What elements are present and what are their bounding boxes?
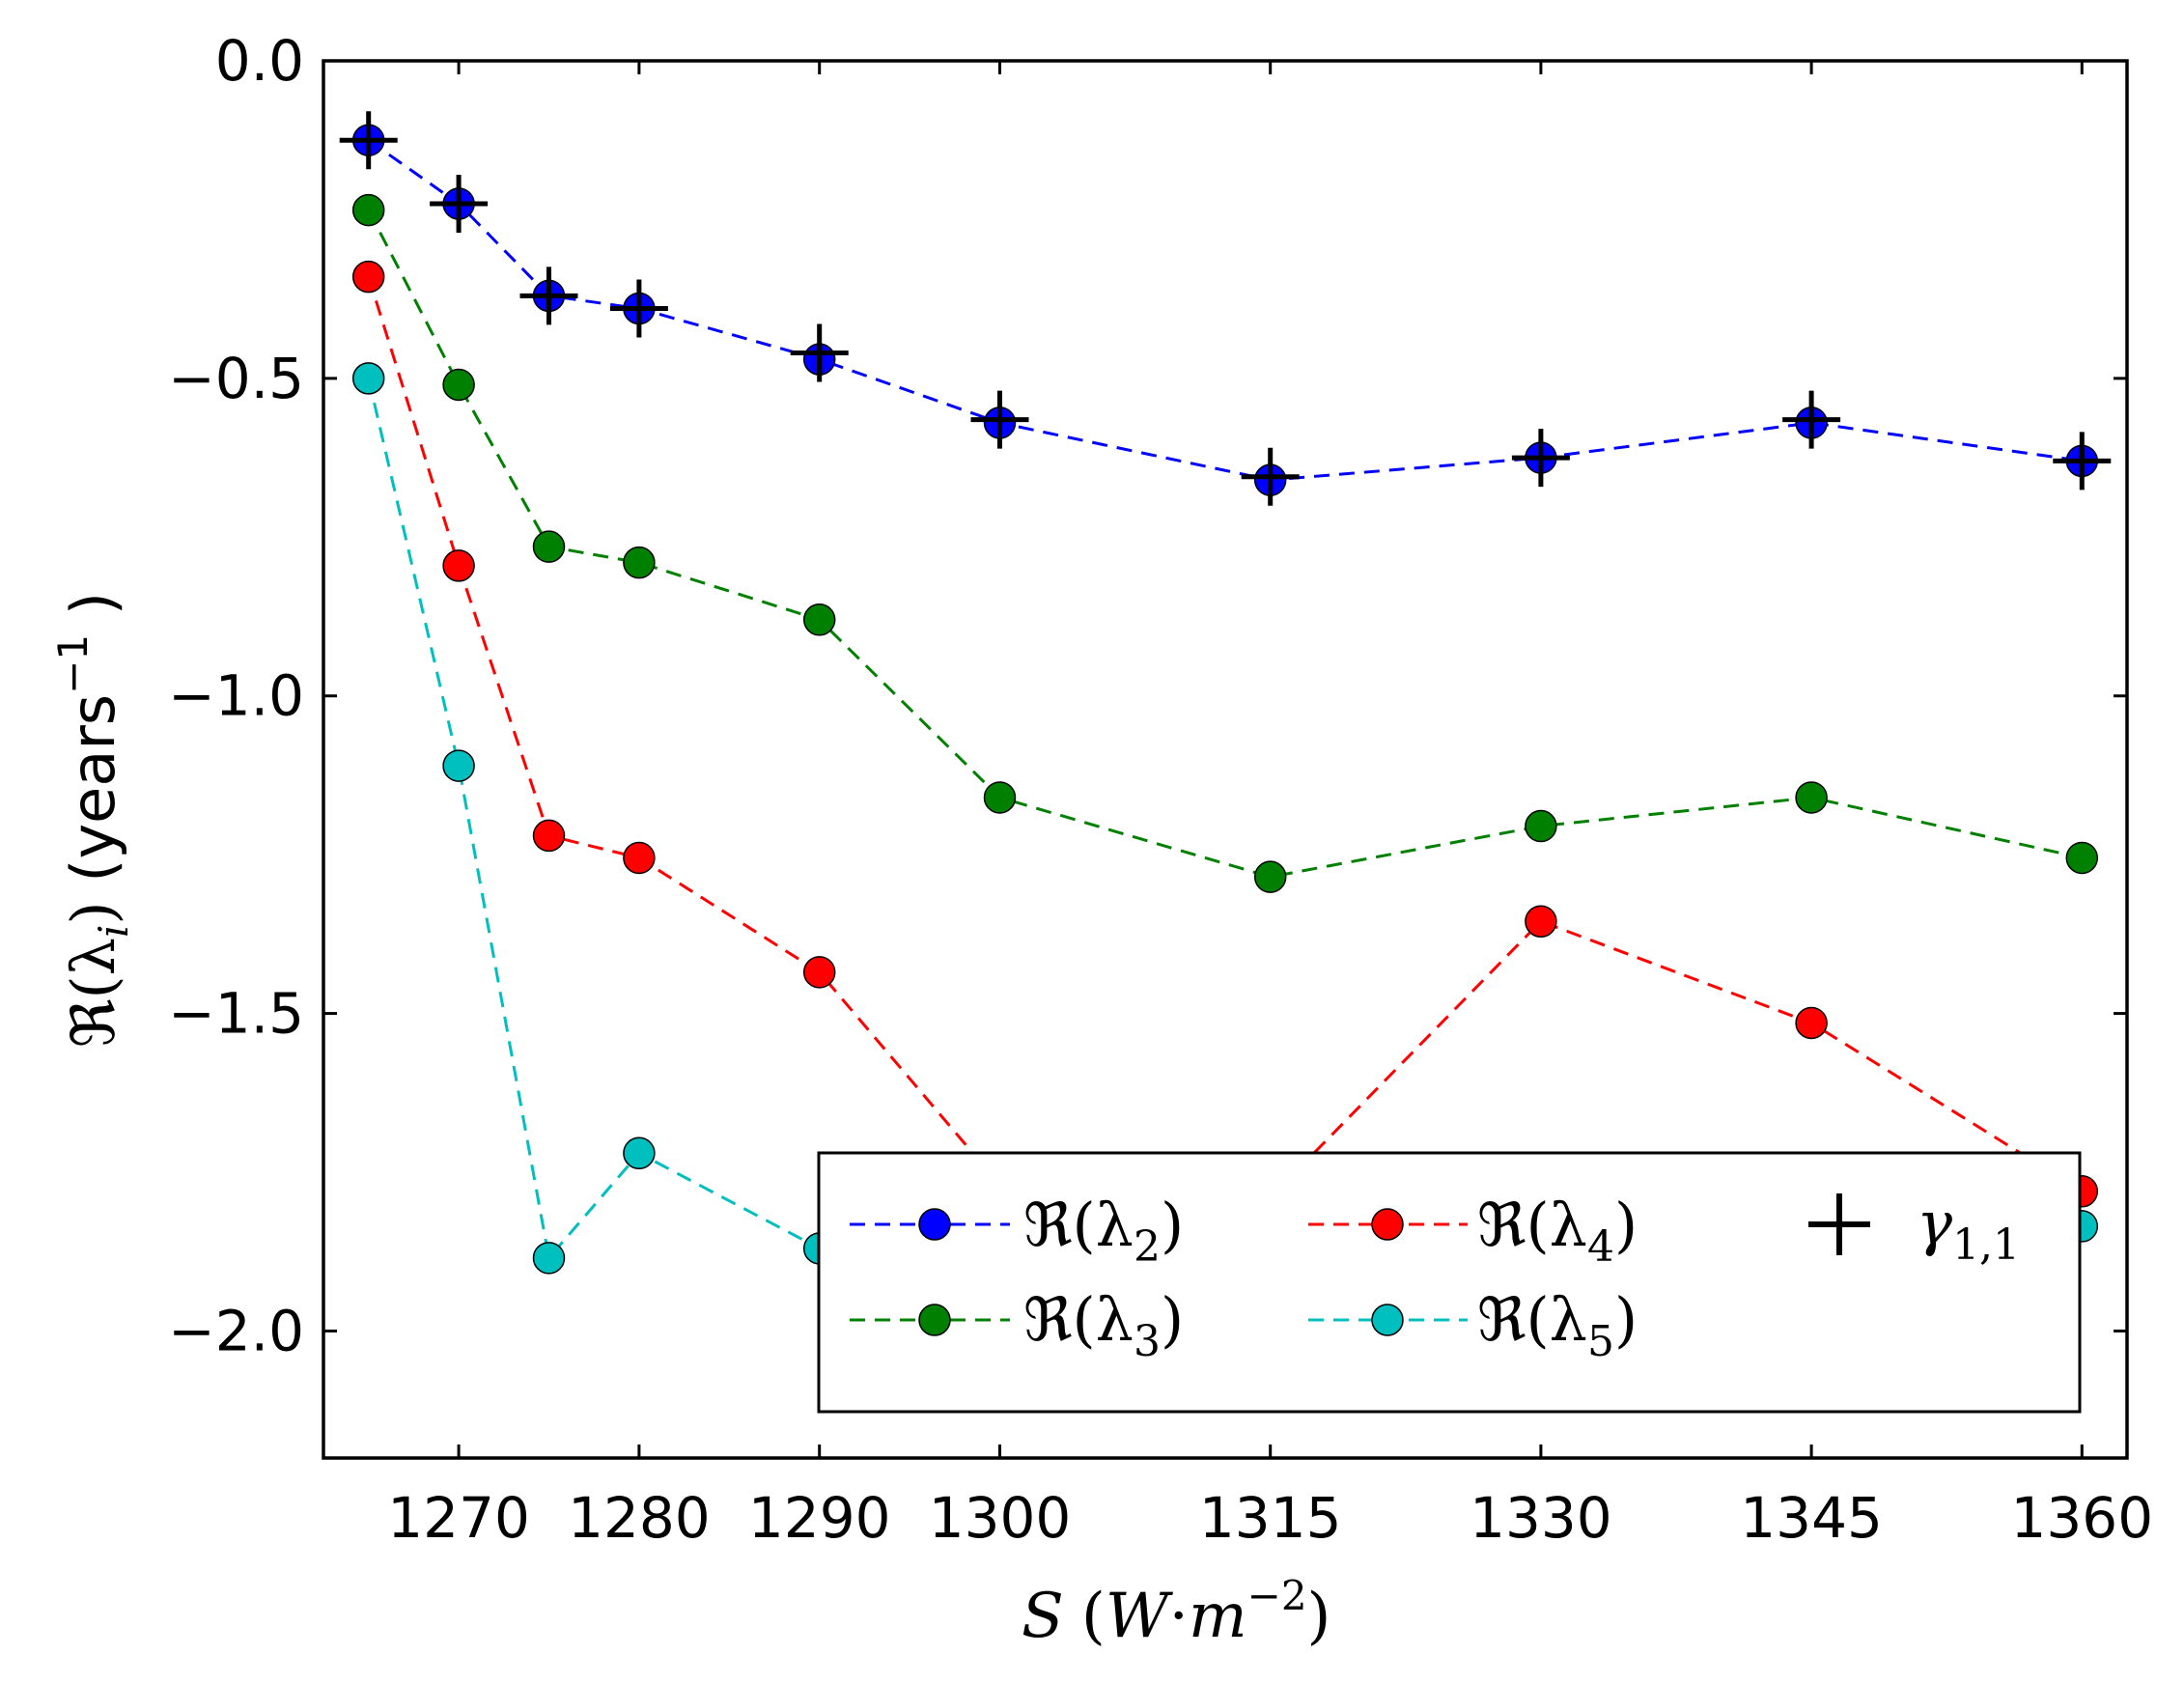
data-point: [532, 530, 566, 563]
x-axis-label: S (W·m−2): [1022, 1572, 1331, 1652]
axis-ticks: [323, 59, 2127, 1458]
data-point: [351, 260, 385, 294]
data-point: [1795, 781, 1828, 814]
x-tick-label: 1315: [1199, 1485, 1342, 1551]
series-line: [367, 276, 2084, 1199]
x-tick-label: 1290: [748, 1485, 891, 1551]
y-tick-label: 0.0: [215, 28, 304, 94]
series-line: [367, 209, 2083, 879]
x-tick-label: 1360: [2010, 1485, 2153, 1551]
data-point: [802, 603, 836, 636]
legend-marker: [1371, 1304, 1404, 1336]
legend-label-gamma: γ1,1: [1917, 1188, 2020, 1270]
data-point: [623, 546, 656, 579]
data-point: [1525, 809, 1557, 843]
legend-handles: [850, 1193, 1870, 1336]
y-tick-label: −1.5: [168, 981, 304, 1047]
legend: ℜ(λ2) ℜ(λ3) ℜ(λ4) ℜ(λ5) γ1,1: [817, 1151, 2082, 1414]
plot-frame: [322, 59, 2129, 1460]
x-tick-label: 1280: [568, 1485, 711, 1551]
x-tick-label: 1300: [929, 1485, 1072, 1551]
data-point: [532, 819, 566, 853]
legend-box: [817, 1151, 2082, 1414]
tick-labels: 1270 1280 1290 1300 1315 1330 1345 1360 0.0 −0.5 −…: [168, 28, 2153, 1551]
data-point: [802, 956, 836, 989]
data-point: [532, 1242, 566, 1275]
y-axis-label: ℜ(λi) (years−1 ): [49, 592, 137, 1048]
data-point: [1525, 905, 1557, 938]
y-tick-label: −2.0: [168, 1298, 304, 1363]
legend-label-lambda2: ℜ(λ2): [1023, 1190, 1184, 1272]
legend-marker: [918, 1208, 951, 1241]
legend-label-lambda3: ℜ(λ3): [1023, 1284, 1184, 1366]
data-point: [442, 368, 475, 402]
data-point: [351, 193, 385, 227]
y-tick-label: −0.5: [168, 346, 304, 411]
x-tick-label: 1270: [387, 1485, 530, 1551]
x-tick-label: 1345: [1740, 1485, 1883, 1551]
legend-label-lambda4: ℜ(λ4): [1477, 1190, 1638, 1272]
data-point: [623, 841, 656, 875]
data-point: [2065, 841, 2099, 875]
data-point: [1795, 1006, 1828, 1040]
legend-marker: [1371, 1208, 1404, 1241]
data-point: [442, 549, 475, 582]
data-point: [983, 781, 1017, 814]
legend-marker: [918, 1304, 951, 1336]
x-tick-label: 1330: [1470, 1485, 1612, 1551]
data-point: [351, 362, 385, 395]
data-point: [623, 1136, 656, 1170]
data-point: [442, 749, 475, 782]
data-point: [1253, 860, 1287, 893]
series-line: [367, 138, 2083, 482]
y-tick-label: −1.0: [168, 663, 304, 729]
legend-label-lambda5: ℜ(λ5): [1477, 1284, 1638, 1366]
